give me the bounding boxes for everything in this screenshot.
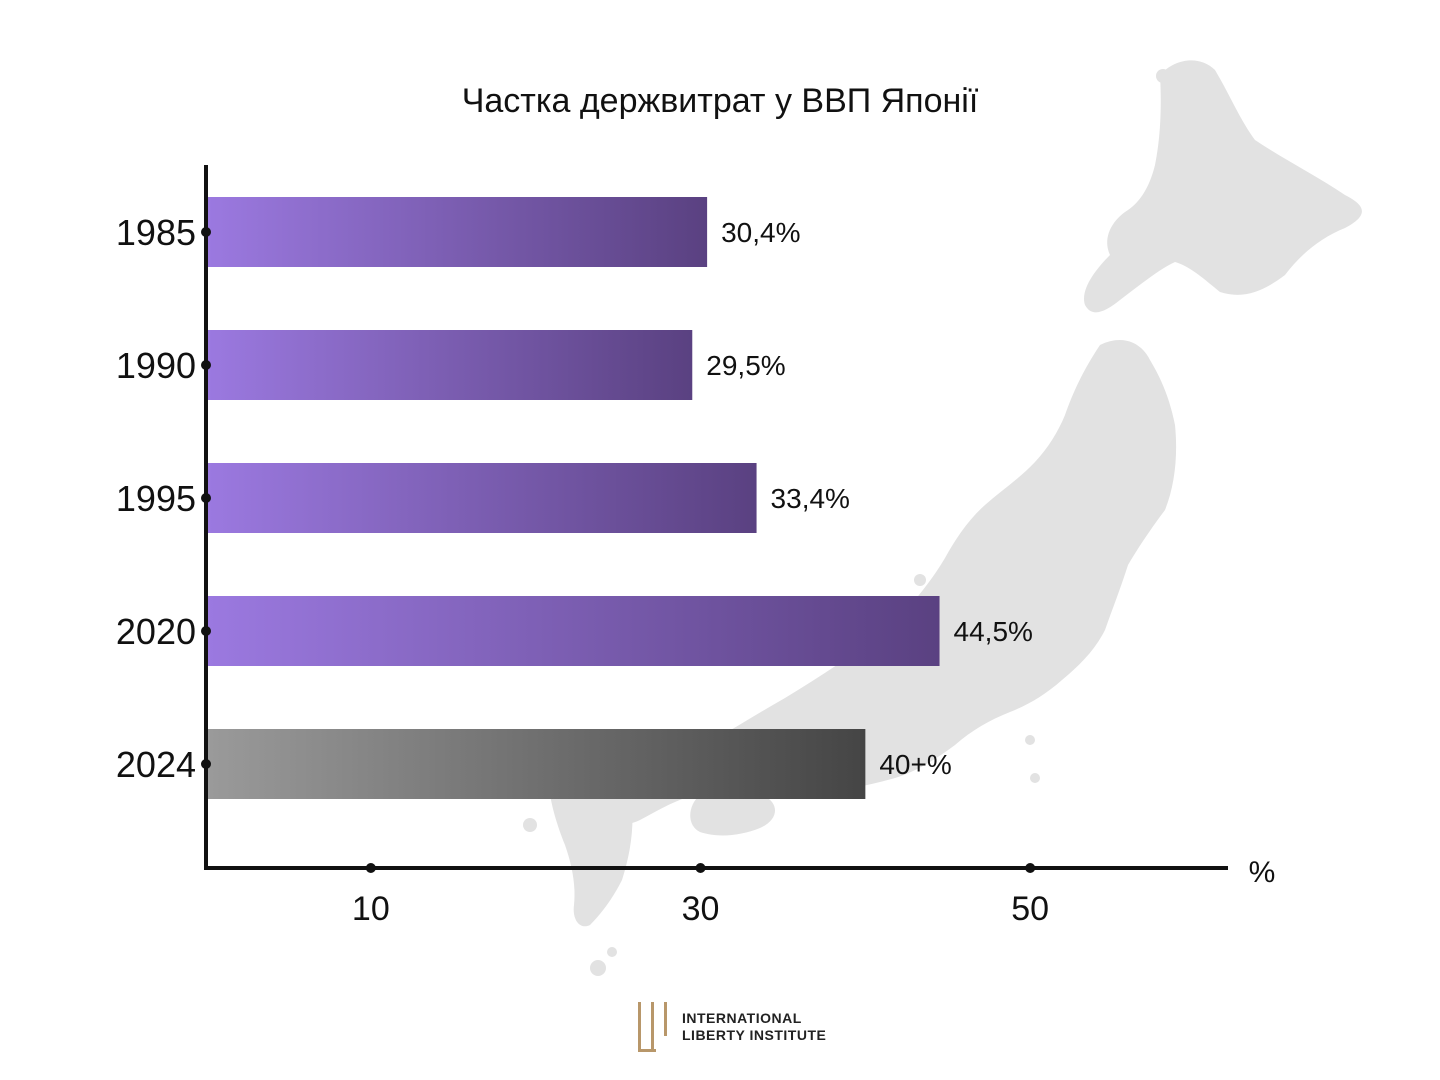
value-label-1995: 33,4% [771,483,850,514]
y-tick-dot-2024 [201,759,211,769]
y-tick-label-2024: 2024 [116,744,196,785]
bar-1985 [208,197,708,267]
x-tick-dot-50 [1025,863,1036,873]
x-tick-dot-30 [695,863,706,873]
y-tick-dot-2020 [201,626,211,636]
bar-1990 [208,330,693,400]
y-tick-label-1995: 1995 [116,478,196,519]
institute-logo: International Liberty Institute [636,1002,826,1052]
x-tick-label-30: 30 [682,890,720,928]
x-tick-dot-10 [365,863,376,873]
y-tick-dot-1995 [201,493,211,503]
y-tick-dot-1985 [201,227,211,237]
logo-line-1: International [682,1010,802,1026]
bar-2024 [208,729,866,799]
value-label-2024: 40+% [879,749,951,780]
ticks-layer: 10 30 50 [352,863,1049,928]
x-tick-label-10: 10 [352,890,390,928]
value-label-1985: 30,4% [721,217,800,248]
value-label-1990: 29,5% [706,350,785,381]
logo-line-2: Liberty Institute [682,1027,827,1043]
x-axis-unit: % [1249,856,1276,889]
bar-2020 [208,596,940,666]
x-tick-label-50: 50 [1011,890,1049,928]
bars-layer: 1985 30,4% 1990 29,5% 1995 33,4% 2020 44,5% 2024… [116,197,1033,799]
chart-title: Частка держвитрат у ВВП Японії [462,82,979,120]
y-tick-label-2020: 2020 [116,611,196,652]
logo-text: International Liberty Institute [682,1010,826,1044]
y-tick-label-1990: 1990 [116,345,196,386]
y-tick-label-1985: 1985 [116,212,196,253]
value-label-2020: 44,5% [954,616,1033,647]
bar-1995 [208,463,757,533]
y-tick-dot-1990 [201,360,211,370]
logo-mark-icon [638,1002,667,1052]
